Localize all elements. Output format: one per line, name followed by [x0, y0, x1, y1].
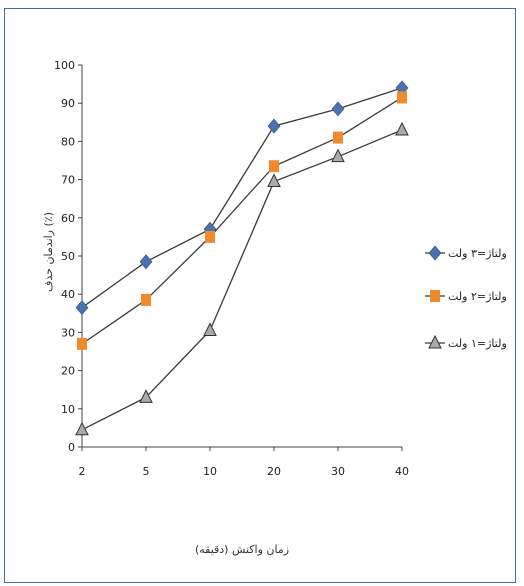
legend-label: ولتاژ=۲ ولت [448, 290, 507, 303]
series-line [81, 129, 403, 431]
data-point [333, 131, 343, 144]
legend-item: ولتاژ=۲ ولت [425, 290, 507, 303]
series-line [81, 87, 403, 309]
x-tick-label: 30 [331, 465, 345, 478]
data-point [267, 118, 281, 134]
legend-label: ولتاژ=۱ ولت [448, 337, 507, 350]
legend-item: ولتاژ=۳ ولت [425, 245, 507, 261]
x-tick-label: 2 [79, 465, 86, 478]
x-tick-label: 40 [395, 465, 409, 478]
series-layer [75, 80, 409, 436]
y-tick-label: 100 [54, 59, 75, 72]
data-point [269, 160, 279, 173]
y-tick-labels: 0 10 20 30 40 50 60 70 80 90 100 [54, 59, 82, 454]
x-axis-title: زمان واکنش (دقیقه) [195, 543, 289, 556]
data-point [203, 322, 217, 336]
data-point [331, 101, 345, 117]
data-point [397, 91, 407, 104]
y-axis-title: راندمان حذف (٪) [42, 212, 55, 292]
series-3 [75, 121, 409, 436]
x-tick-label: 20 [267, 465, 281, 478]
y-tick-label: 90 [61, 97, 75, 110]
y-tick-label: 50 [61, 250, 75, 263]
legend-marker [428, 245, 442, 261]
data-point [77, 337, 87, 350]
data-point [331, 148, 345, 163]
data-point [141, 293, 151, 306]
legend-label: ولتاژ=۳ ولت [448, 247, 507, 260]
line-chart: 0 10 20 30 40 50 60 70 80 90 100 2 5 10 20 30 40 ولتاژ=… [42, 59, 507, 556]
x-tick-label: 10 [203, 465, 217, 478]
y-tick-label: 40 [61, 288, 75, 301]
chart-frame: 0 10 20 30 40 50 60 70 80 90 100 2 5 10 20 30 40 ولتاژ=… [4, 8, 516, 583]
y-tick-label: 60 [61, 212, 75, 225]
y-tick-label: 10 [61, 403, 75, 416]
series-line [81, 96, 403, 345]
y-tick-label: 0 [68, 441, 75, 454]
y-tick-label: 70 [61, 174, 75, 187]
data-point [395, 121, 409, 136]
legend-marker [430, 290, 440, 302]
data-point [75, 300, 89, 316]
data-point [267, 173, 281, 188]
legend: ولتاژ=۳ ولت ولتاژ=۲ ولت ولتاژ=۱ ولت [425, 245, 507, 350]
x-tick-labels: 2 5 10 20 30 40 [79, 447, 409, 478]
legend-item: ولتاژ=۱ ولت [425, 334, 507, 350]
data-point [205, 230, 215, 243]
legend-marker [428, 334, 442, 349]
series-2 [77, 91, 407, 350]
series-1 [75, 80, 409, 316]
y-tick-label: 30 [61, 326, 75, 339]
y-tick-label: 20 [61, 365, 75, 378]
y-tick-label: 80 [61, 135, 75, 148]
data-point [139, 389, 153, 403]
data-point [75, 421, 89, 436]
data-point [139, 254, 153, 270]
x-tick-label: 5 [143, 465, 150, 478]
